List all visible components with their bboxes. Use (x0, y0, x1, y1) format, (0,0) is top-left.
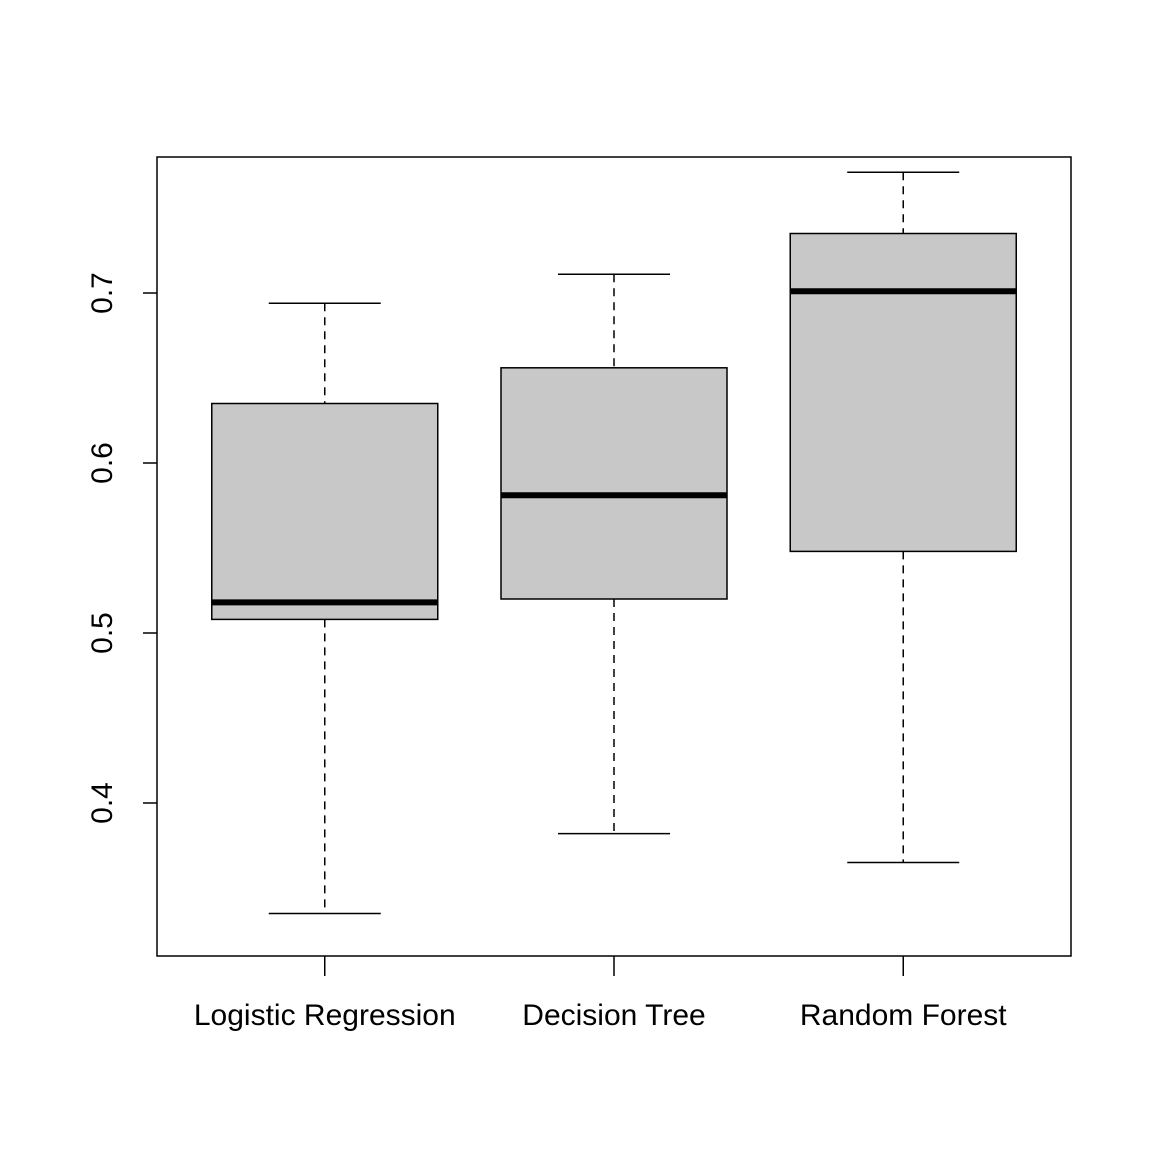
y-axis: 0.4 0.5 0.6 0.7 (86, 272, 157, 824)
x-tick-label: Random Forest (800, 999, 1007, 1032)
y-tick-label: 0.4 (86, 782, 119, 824)
x-tick-label: Decision Tree (522, 999, 705, 1032)
box-group (211, 302, 439, 915)
y-tick-label: 0.7 (86, 272, 119, 314)
x-axis: Logistic Regression Decision Tree Random F… (194, 956, 1007, 1032)
box-group (789, 171, 1017, 864)
iqr-box (789, 232, 1017, 553)
box-group (500, 273, 728, 835)
y-tick-label: 0.6 (86, 442, 119, 484)
boxes (211, 171, 1017, 915)
iqr-box (211, 402, 439, 621)
y-tick-label: 0.5 (86, 612, 119, 654)
iqr-box (500, 367, 728, 600)
x-tick-label: Logistic Regression (194, 999, 456, 1032)
